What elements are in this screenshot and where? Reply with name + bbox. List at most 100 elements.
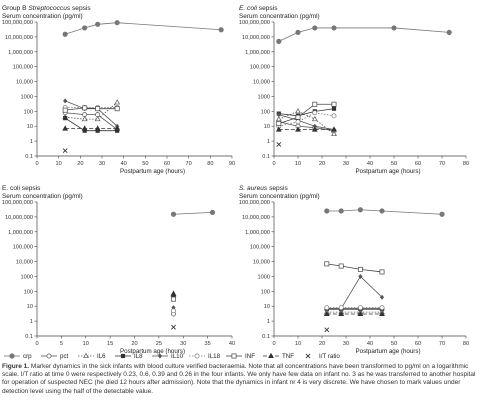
legend-marker	[194, 353, 200, 359]
figure-caption: Figure 1. Marker dynamics in the sick in…	[2, 363, 478, 396]
x-tick-label: 20	[77, 161, 83, 167]
x-tick-label: 40	[229, 341, 235, 347]
data-point-i-t-ratio	[276, 141, 282, 147]
caption-text: Marker dynamics in the sick infants with…	[2, 363, 476, 395]
series-il18	[276, 110, 337, 129]
data-point-crp	[391, 25, 397, 31]
chart-title: Group B Streptococcus sepsis	[2, 5, 91, 12]
series-i-t-ratio	[276, 141, 282, 147]
x-tick-label: 0	[272, 341, 275, 347]
y-tick-label: 10,000,000	[242, 215, 270, 221]
y-tick-label: 10,000,000	[242, 35, 270, 41]
y-tick-label: 10,000	[16, 260, 33, 266]
series-inf	[276, 101, 337, 127]
x-tick-label: 30	[343, 161, 349, 167]
x-tick-label: 15	[107, 341, 113, 347]
data-point-crp	[82, 25, 88, 31]
x-tick-label: 0	[35, 341, 38, 347]
chart-title: E. coli sepsis	[2, 185, 41, 192]
data-point-crp	[209, 209, 216, 216]
data-point-il18	[379, 305, 385, 311]
data-point-il10	[63, 98, 68, 104]
series-line-crp	[278, 27, 450, 42]
x-axis-label: Postpartum age (hours)	[356, 348, 421, 355]
legend-marker	[120, 353, 126, 359]
y-tick-label: 1	[30, 319, 33, 325]
series-il6	[323, 308, 385, 315]
x-tick-label: 90	[229, 161, 235, 167]
data-point-crp	[331, 25, 337, 31]
series-il8	[63, 116, 120, 133]
x-tick-label: 60	[415, 341, 421, 347]
data-point-inf	[312, 101, 318, 107]
y-tick-label: 1000	[21, 274, 33, 280]
x-tick-label: 40	[367, 341, 373, 347]
x-tick-label: 10	[295, 341, 301, 347]
figure-canvas: Group B Streptococcus sepsis Serum concen…	[2, 5, 469, 360]
data-point-tnf	[81, 125, 88, 131]
x-tick-label: 70	[186, 161, 192, 167]
data-point-i-t-ratio	[62, 148, 68, 154]
y-tick-label: 1000	[258, 94, 270, 100]
series-inf	[62, 105, 120, 113]
legend-label: crp	[23, 353, 32, 360]
series-line-inf	[278, 103, 334, 124]
x-tick-label: 30	[343, 341, 349, 347]
x-tick-label: 0	[272, 161, 275, 167]
legend-item: IL18	[189, 353, 221, 360]
chart-title: S. aureus sepsis	[239, 185, 288, 192]
series-il10	[324, 273, 385, 312]
y-tick-label: 0.1	[262, 334, 270, 340]
x-tick-label: 0	[35, 161, 38, 167]
legend-item: crp	[4, 353, 32, 360]
legend-label: pct	[60, 353, 69, 360]
data-point-tnf	[331, 126, 337, 132]
y-tick-label: 100	[261, 109, 270, 115]
legend-label: IL6	[97, 353, 106, 360]
y-tick-label: 100,000,000	[239, 200, 270, 206]
data-point-inf	[114, 106, 120, 112]
x-tick-label: 50	[142, 161, 148, 167]
x-axis-label: Postpartum age (hours)	[120, 348, 185, 355]
x-tick-label: 40	[367, 161, 373, 167]
y-tick-label: 0.1	[25, 154, 33, 160]
y-axis-label: Serum concentration (pg/ml)	[239, 13, 320, 20]
legend-marker	[83, 352, 89, 359]
y-tick-label: 1	[30, 139, 33, 145]
data-point-tnf	[379, 310, 385, 317]
series-i-t-ratio	[171, 324, 176, 330]
y-tick-label: 1,000,000	[8, 230, 33, 236]
series-tnf	[170, 290, 177, 296]
data-point-il8	[331, 106, 337, 111]
y-tick-label: 1	[267, 139, 270, 145]
data-point-il6	[295, 108, 301, 114]
y-tick-label: 10,000	[16, 80, 33, 86]
series-line-il10	[326, 275, 383, 309]
legend-marker	[46, 353, 52, 359]
x-tick-label: 60	[415, 161, 421, 167]
y-tick-label: 1,000,000	[8, 50, 33, 56]
y-tick-label: 10,000,000	[5, 35, 33, 41]
y-tick-label: 100,000,000	[2, 200, 33, 206]
y-tick-label: 10,000,000	[5, 215, 33, 221]
x-tick-label: 10	[295, 161, 301, 167]
data-point-il10	[379, 294, 385, 300]
data-point-inf	[62, 107, 68, 113]
series-line-il18	[278, 112, 335, 127]
data-point-il6	[94, 115, 101, 122]
data-point-crp	[324, 208, 330, 214]
y-tick-label: 1000	[21, 94, 33, 100]
series-line-crp	[173, 212, 213, 215]
legend-label: IL10	[171, 353, 184, 360]
series-crp	[170, 209, 216, 217]
y-tick-label: 100	[24, 289, 33, 295]
legend-item: IL10	[152, 353, 184, 360]
x-tick-label: 20	[319, 341, 325, 347]
y-tick-label: 1,000,000	[245, 230, 270, 236]
series-il6	[275, 108, 337, 137]
data-point-crp	[439, 211, 445, 217]
y-tick-label: 100,000	[250, 65, 270, 71]
data-point-inf	[324, 261, 330, 267]
series-line-crp	[65, 22, 222, 35]
